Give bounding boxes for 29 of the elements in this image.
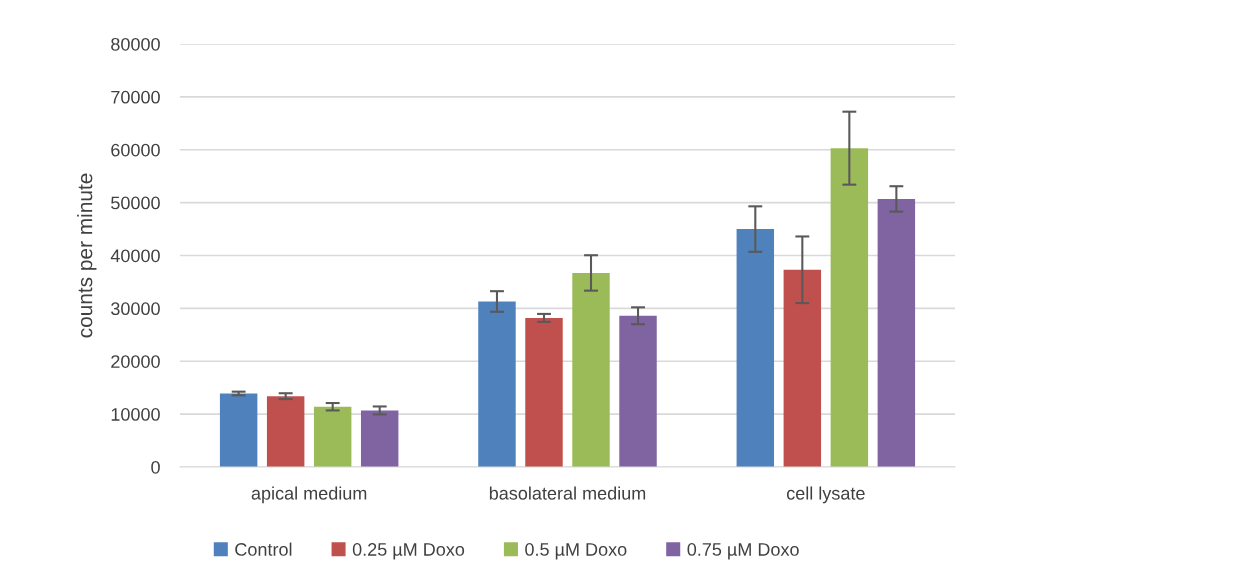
y-tick-label: 70000 [111,90,160,104]
x-tick-label: cell lysate [786,486,865,504]
bar [572,272,610,467]
bar [313,406,352,467]
legend-label: 0.75 µM Doxo [687,543,799,560]
bar [783,269,822,467]
bar [478,301,516,467]
bar [830,148,869,467]
y-tick-label: 20000 [111,355,160,368]
bar [266,396,305,467]
y-tick-label: 30000 [111,302,160,316]
y-tick-label: 60000 [111,143,160,157]
x-tick-label: basolateral medium [489,486,646,500]
legend-label: 0.5 µM Doxo [525,543,627,560]
bar [525,317,563,467]
y-tick-label: 50000 [111,196,160,210]
bar [736,229,775,467]
y-tick-label: 10000 [111,408,160,421]
y-tick-label: 80000 [111,37,160,51]
legend-label: 0.25 µM Doxo [352,543,465,560]
legend-label: Control [235,542,292,556]
y-tick-label: 0 [151,460,160,474]
bar [360,410,399,467]
bar [619,315,657,467]
y-tick-label: 40000 [110,249,160,263]
bar [219,393,258,467]
x-tick-label: apical medium [251,486,367,504]
bar [877,198,916,467]
y-axis-title: counts per minute [77,173,97,338]
